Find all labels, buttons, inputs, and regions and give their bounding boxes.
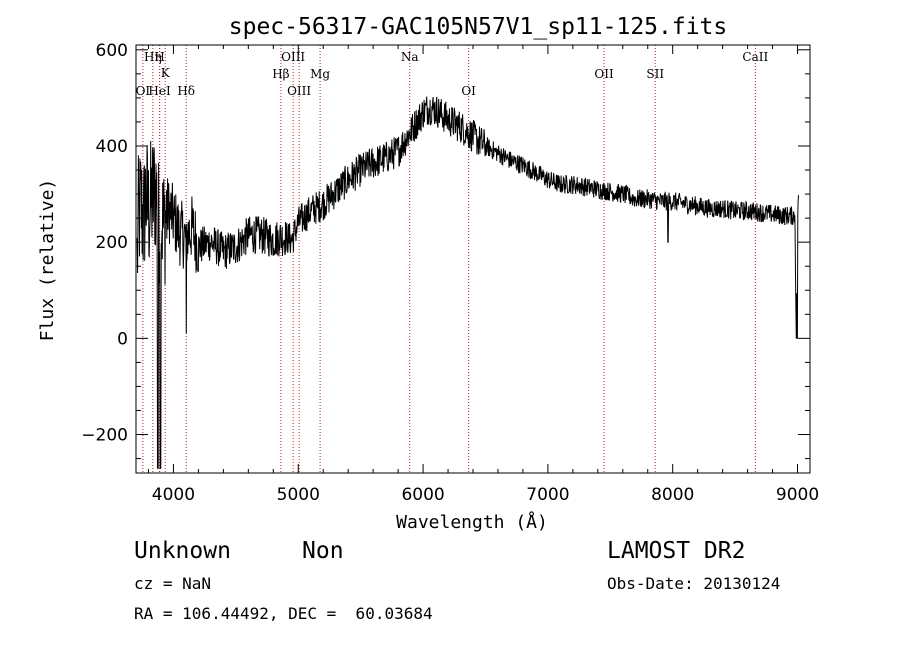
line-label: OII (594, 67, 614, 81)
x-tick-label: 6000 (401, 485, 444, 505)
line-label: K (161, 66, 171, 80)
y-tick-label: 600 (96, 41, 128, 61)
x-tick-label: 5000 (277, 485, 320, 505)
line-label: OI (461, 84, 476, 98)
y-tick-label: 200 (96, 233, 128, 253)
spectrum-line (136, 96, 799, 469)
line-label: OIII (287, 84, 311, 98)
x-axis-ticks: 4000 5000 6000 7000 8000 9000 (147, 45, 819, 505)
line-label: Mg (310, 67, 330, 81)
survey-name: LAMOST DR2 (607, 538, 746, 564)
line-label: OI (136, 84, 151, 98)
chart-title: spec-56317-GAC105N57V1_sp11-125.fits (229, 14, 728, 40)
line-label: Hβ (272, 67, 289, 81)
line-label: OIII (281, 50, 305, 64)
y-axis-ticks: −200 0 200 400 600 (81, 41, 810, 460)
x-axis-label: Wavelength (Å) (396, 511, 548, 533)
spectrum-chart: spec-56317-GAC105N57V1_sp11-125.fits OIH… (37, 14, 819, 533)
x-tick-label: 4000 (152, 485, 195, 505)
x-tick-label: 9000 (776, 485, 819, 505)
y-tick-label: 0 (117, 329, 128, 349)
object-subclass: Non (302, 538, 344, 564)
line-label: SII (646, 67, 664, 81)
sky-coordinates: RA = 106.44492, DEC = 60.03684 (134, 604, 433, 623)
line-label: H (154, 50, 164, 64)
redshift-cz: cz = NaN (134, 574, 212, 593)
y-axis-label: Flux (relative) (37, 179, 58, 342)
line-label: Hη (144, 50, 162, 64)
line-label: Hδ (177, 84, 195, 98)
object-class: Unknown (134, 538, 231, 564)
y-tick-label: −200 (81, 426, 128, 446)
y-tick-label: 400 (96, 137, 128, 157)
observation-date: Obs-Date: 20130124 (607, 574, 781, 593)
line-label: CaII (742, 50, 768, 64)
line-label: HeI (148, 84, 171, 98)
x-tick-label: 8000 (651, 485, 694, 505)
line-labels: OI HηH HeI K Hδ Hβ OIII OIII Mg Na OI OII SII CaII (136, 50, 769, 98)
line-label: Na (401, 50, 419, 64)
x-tick-label: 7000 (526, 485, 569, 505)
